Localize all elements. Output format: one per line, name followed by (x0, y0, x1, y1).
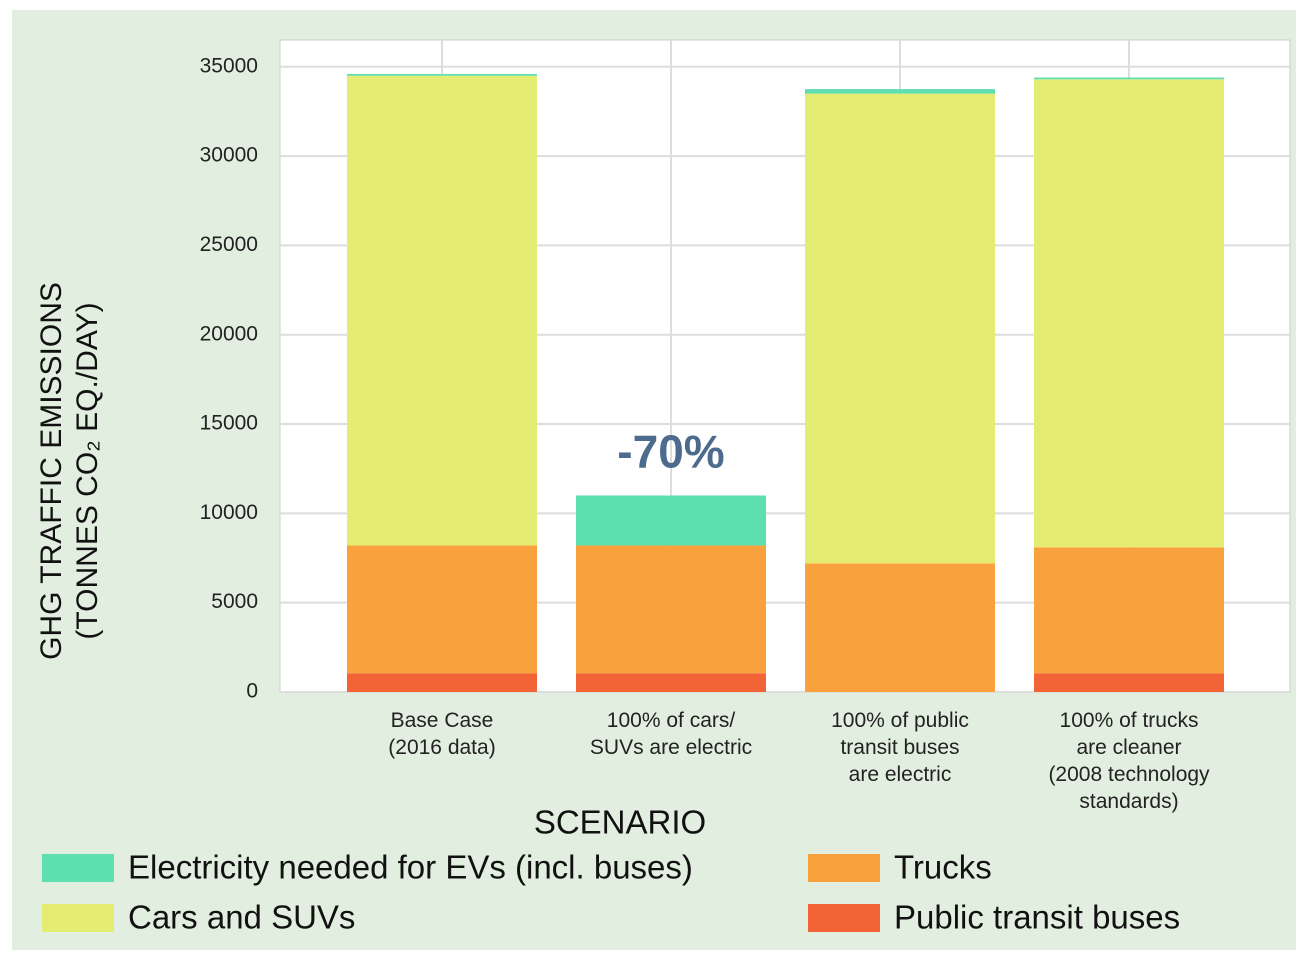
bar-segment (576, 545, 766, 674)
bar-segment (347, 75, 537, 546)
legend-label: Public transit buses (894, 899, 1180, 936)
y-tick-label: 25000 (200, 233, 258, 256)
legend-label: Trucks (894, 849, 992, 886)
bar-segment (1034, 79, 1224, 548)
y-tick-label: 30000 (200, 144, 258, 167)
x-tick-label: 100% of trucks are cleaner (2008 technol… (1048, 709, 1210, 813)
bar-segment (1034, 673, 1224, 692)
x-tick-label: 100% of public transit buses are electri… (831, 709, 969, 786)
y-tick-label: 0 (246, 680, 258, 703)
y-tick-label: 35000 (200, 54, 258, 77)
annotation: -70% (617, 426, 724, 478)
y-axis-title: GHG TRAFFIC EMISSIONS (TONNES CO₂ EQ./DA… (35, 282, 104, 660)
legend-swatch (808, 904, 880, 932)
legend-swatch (808, 854, 880, 882)
x-tick-label: Base Case (2016 data) (388, 709, 496, 759)
y-tick-label: 15000 (200, 412, 258, 435)
x-axis-title: SCENARIO (534, 804, 706, 841)
bar-segment (576, 673, 766, 692)
y-tick-label: 5000 (211, 590, 258, 613)
x-tick-label: 100% of cars/ SUVs are electric (589, 709, 753, 759)
bar-segment (805, 89, 995, 94)
bar-segment (347, 673, 537, 692)
legend-swatch (42, 854, 114, 882)
bar-segment (576, 495, 766, 546)
bar-segment (805, 563, 995, 692)
bar-segment (1034, 77, 1224, 80)
bar-segment (805, 93, 995, 564)
bar-segment (347, 73, 537, 76)
legend-swatch (42, 904, 114, 932)
legend-label: Cars and SUVs (128, 899, 355, 936)
y-tick-label: 10000 (200, 501, 258, 524)
bar-segment (1034, 547, 1224, 674)
y-tick-label: 20000 (200, 322, 258, 345)
bar-segment (347, 545, 537, 674)
legend-label: Electricity needed for EVs (incl. buses) (128, 849, 693, 886)
